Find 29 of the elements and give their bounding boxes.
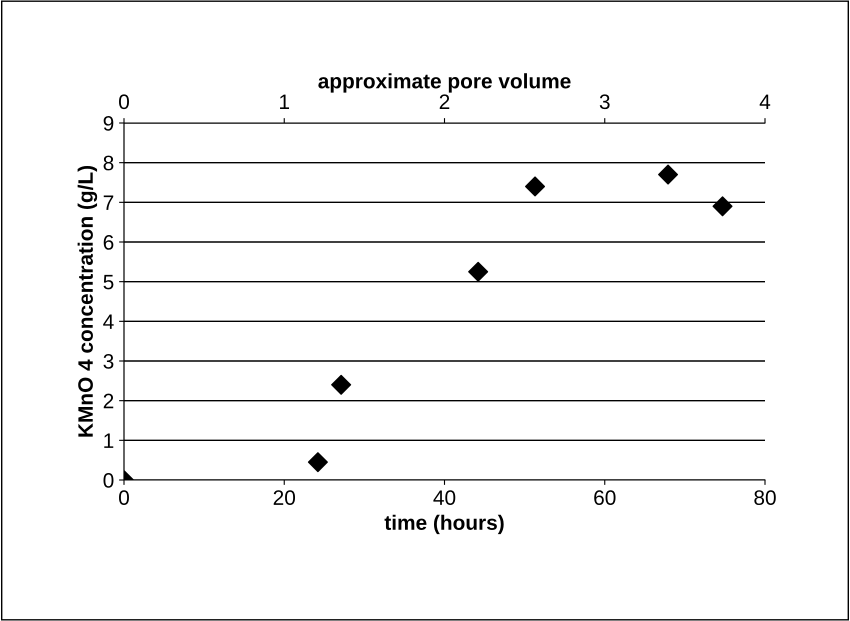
- y-tick-label: 4: [103, 314, 114, 329]
- x-axis-title: time (hours): [384, 514, 504, 534]
- x2-axis-title: approximate pore volume: [318, 73, 571, 93]
- x2-tick-label: 2: [440, 94, 450, 109]
- x2-tick-label: 4: [760, 94, 770, 109]
- point: [658, 164, 678, 185]
- x2-tick-label: 3: [600, 94, 610, 110]
- y-tick-label: 7: [104, 196, 114, 210]
- x-tick-label: 0: [119, 490, 129, 506]
- x2-tick-label: 1: [280, 94, 290, 109]
- x-tick-label: 60: [594, 490, 616, 506]
- x-tick-label: 80: [754, 490, 776, 506]
- x2-tick-label: 0: [119, 94, 129, 110]
- x-tick-label: 40: [433, 490, 456, 506]
- y-axis-title: KMnO 4 concentration (g/L): [78, 166, 98, 437]
- point: [331, 374, 352, 395]
- x-tick-label: 20: [274, 490, 296, 506]
- y-tick-label: 3: [103, 354, 114, 369]
- y-tick-label: 8: [104, 156, 114, 170]
- y-tick-label: 1: [104, 434, 114, 448]
- point: [712, 196, 733, 216]
- point: [525, 176, 546, 196]
- y-tick-label: 5: [104, 274, 114, 290]
- y-tick-label: 2: [104, 394, 114, 408]
- point: [468, 262, 488, 282]
- point: [308, 452, 328, 472]
- y-tick-label: 6: [104, 235, 114, 250]
- y-tick-label: 0: [104, 473, 114, 488]
- y-tick-label: 9: [104, 116, 114, 131]
